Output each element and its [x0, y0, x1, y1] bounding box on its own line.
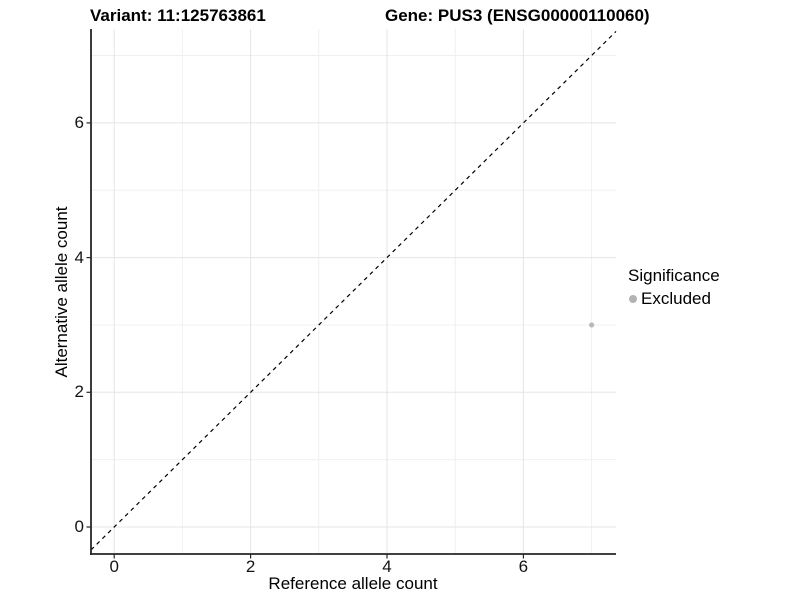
y-tick-label: 4	[74, 247, 84, 267]
legend-item-excluded: Excluded	[628, 289, 720, 309]
y-tick-label: 0	[74, 517, 84, 536]
identity-line	[90, 31, 617, 551]
tick-marks	[86, 122, 525, 559]
x-tick-label: 6	[518, 557, 529, 576]
x-tick-label: 4	[382, 557, 392, 576]
plot-title-variant: Variant: 11:125763861	[90, 6, 266, 25]
data-point	[589, 322, 595, 328]
y-tick-label: 2	[74, 382, 84, 402]
y-axis-label: Alternative allele count	[52, 206, 71, 378]
gridlines-minor	[91, 29, 616, 554]
x-tick-label: 0	[109, 557, 119, 576]
x-tick-label: 2	[245, 557, 256, 576]
data-points	[589, 322, 595, 328]
axis-lines	[90, 29, 616, 555]
x-axis-label: Reference allele count	[268, 574, 438, 593]
legend-item-label: Excluded	[641, 289, 711, 308]
legend-key-dot-icon	[629, 295, 637, 303]
plot-title-gene: Gene: PUS3 (ENSG00000110060)	[385, 6, 650, 25]
legend-title: Significance	[628, 266, 720, 285]
legend: Significance Excluded	[628, 266, 720, 309]
gridlines-major	[91, 29, 616, 554]
y-tick-label: 6	[74, 112, 84, 132]
